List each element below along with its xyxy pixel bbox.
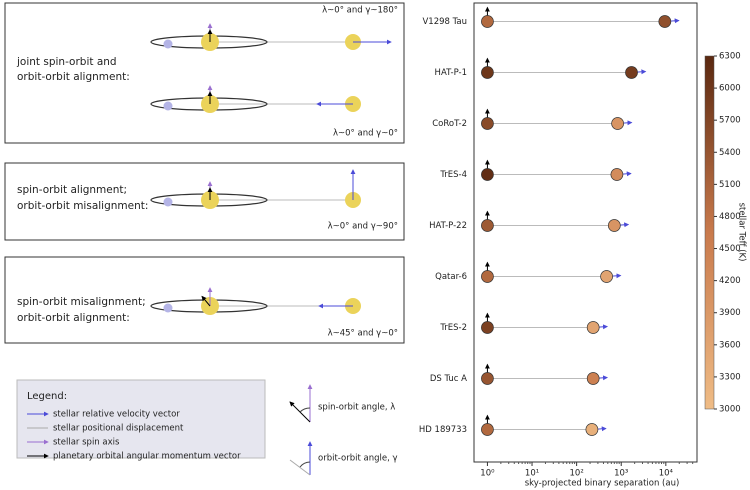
colorbar-tick-label: 3300 — [719, 372, 741, 382]
host-star — [481, 117, 494, 130]
planet — [163, 39, 173, 49]
angle-label: spin-orbit angle, λ — [318, 403, 395, 413]
colorbar-tick-label: 5400 — [719, 148, 741, 158]
caption: λ~0° and γ~180° — [322, 6, 398, 16]
colorbar-tick-label: 6300 — [719, 52, 741, 62]
y-tick-label: TrES-2 — [439, 323, 467, 333]
legend-title: Legend: — [27, 391, 67, 402]
host-star — [481, 168, 494, 181]
colorbar-tick-label: 6000 — [719, 84, 741, 94]
panel-text: joint spin-orbit and — [16, 56, 117, 68]
plot-area — [473, 2, 698, 463]
companion-star — [607, 219, 621, 232]
panel-box — [4, 256, 405, 344]
y-tick-label: Qatar-6 — [435, 272, 467, 282]
y-tick-label: HD 189733 — [419, 425, 467, 435]
orbit-axis — [201, 295, 211, 307]
colorbar — [704, 55, 715, 410]
y-tick-label: HAT-P-22 — [429, 221, 467, 231]
host-star — [481, 219, 494, 232]
panel-text: spin-orbit alignment; — [17, 184, 127, 196]
colorbar-tick-label: 5100 — [719, 180, 741, 190]
colorbar-tick-label: 3000 — [719, 405, 741, 415]
companion-star — [585, 423, 599, 436]
host-star — [481, 423, 494, 436]
colorbar-tick-label: 4500 — [719, 244, 741, 254]
y-tick-label: CoRoT-2 — [432, 119, 467, 129]
y-tick-label: HAT-P-1 — [435, 68, 467, 78]
colorbar-tick-label: 3900 — [719, 308, 741, 318]
host-star — [481, 66, 494, 79]
angle-arc — [299, 407, 311, 413]
host-star — [481, 270, 494, 283]
companion-star — [586, 321, 600, 334]
companion-star — [625, 66, 638, 79]
colorbar-tick-label: 3600 — [719, 340, 741, 350]
panel-box — [4, 2, 405, 144]
companion-star — [610, 168, 624, 181]
x-tick-label: 10² — [570, 469, 584, 479]
companion-star — [586, 372, 600, 385]
colorbar-tick-label: 4200 — [719, 276, 741, 286]
x-tick-label: 10³ — [614, 469, 628, 479]
panel-text: spin-orbit misalignment; — [17, 296, 146, 308]
legend-label: stellar positional displacement — [53, 424, 184, 434]
planet — [163, 303, 173, 313]
legend-box — [16, 379, 266, 459]
y-tick-label: TrES-4 — [439, 170, 467, 180]
angle-arrow — [289, 459, 311, 476]
legend-label: stellar relative velocity vector — [53, 410, 180, 420]
colorbar-tick-label: 5700 — [719, 116, 741, 126]
host-star — [481, 372, 494, 385]
colorbar-label: stellar Teff (K) — [737, 203, 747, 262]
host-star — [481, 321, 494, 334]
caption: λ~0° and γ~90° — [328, 222, 398, 232]
caption: λ~45° and γ~0° — [328, 329, 398, 339]
x-tick-label: 10¹ — [525, 469, 539, 479]
x-tick-label: 10⁴ — [659, 469, 674, 479]
caption: λ~0° and γ~0° — [333, 129, 398, 139]
legend-label: stellar spin axis — [53, 438, 120, 448]
planet — [163, 101, 173, 111]
panel-text: orbit-orbit alignment: — [17, 71, 130, 83]
angle-label: orbit-orbit angle, γ — [318, 454, 398, 464]
planet — [163, 197, 173, 207]
y-tick-label: DS Tuc A — [430, 374, 467, 384]
legend-label: planetary orbital angular momentum vecto… — [53, 452, 241, 462]
x-tick-label: 10⁰ — [480, 469, 495, 479]
panel-text: orbit-orbit misalignment: — [17, 200, 148, 212]
companion-star — [600, 270, 613, 283]
panel-text: orbit-orbit alignment: — [17, 312, 130, 324]
colorbar-tick-label: 4800 — [719, 212, 741, 222]
y-tick-label: V1298 Tau — [422, 17, 467, 27]
angle-arc — [299, 461, 311, 468]
host-star — [481, 15, 494, 28]
companion-star — [658, 15, 672, 28]
panel-box — [4, 162, 405, 241]
x-axis-label: sky-projected binary separation (au) — [525, 479, 680, 489]
companion-star — [611, 117, 624, 130]
